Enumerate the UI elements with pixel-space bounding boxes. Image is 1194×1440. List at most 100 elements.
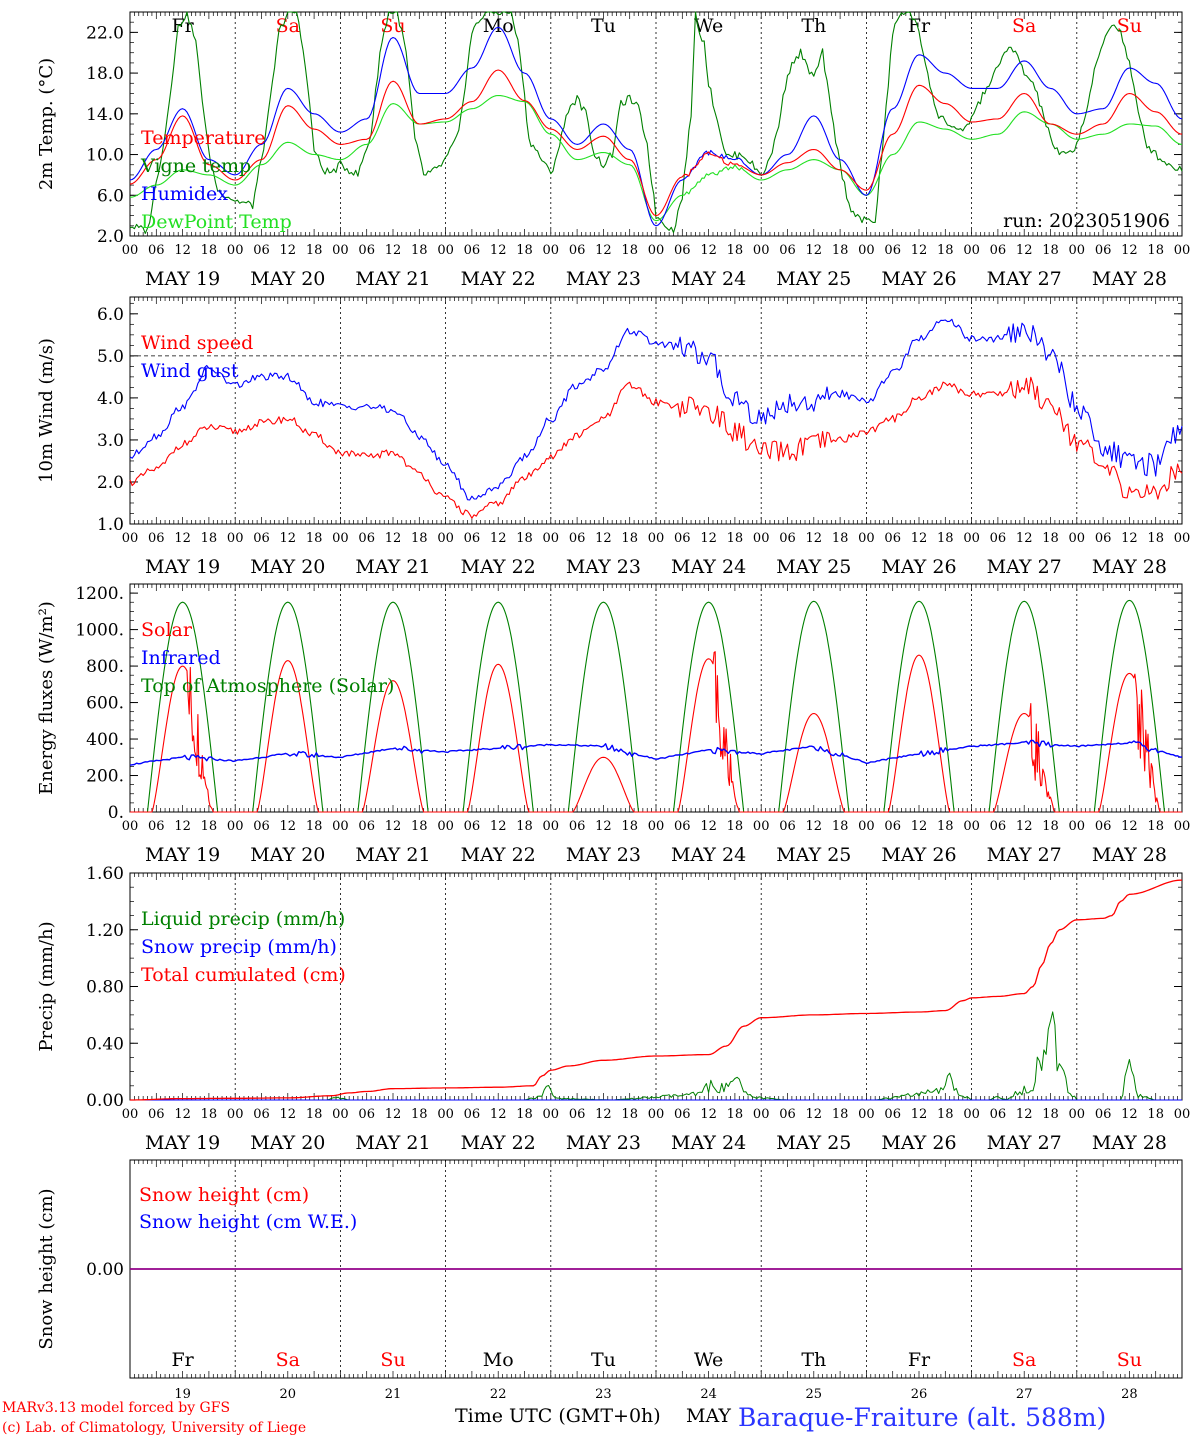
temp-ytick-label: 10.0 — [86, 146, 124, 166]
energy-hour-label: 06 — [253, 819, 270, 834]
wind-hour-label: 18 — [201, 531, 218, 546]
wind-hour-label: 06 — [990, 531, 1007, 546]
precip-hour-label: 18 — [727, 1107, 744, 1122]
wind-day-label: MAY 21 — [355, 556, 430, 578]
snow-weekday-label: Su — [380, 1349, 405, 1371]
wind-legend-1: Wind gust — [141, 360, 239, 382]
energy-hour-label: 18 — [727, 819, 744, 834]
temp-hour-label: 00 — [1174, 243, 1191, 258]
precip-legend-1: Snow precip (mm/h) — [141, 936, 337, 958]
temp-day-label: MAY 28 — [1092, 268, 1167, 290]
energy-hour-label: 00 — [332, 819, 349, 834]
energy-day-label: MAY 25 — [776, 844, 851, 866]
energy-ytick-label: 200. — [86, 767, 124, 787]
precip-hour-label: 18 — [306, 1107, 323, 1122]
energy-hour-label: 06 — [1095, 819, 1112, 834]
energy-hour-label: 12 — [1016, 819, 1033, 834]
wind-day-label: MAY 24 — [671, 556, 746, 578]
energy-hour-label: 00 — [1174, 819, 1191, 834]
wind-hour-label: 18 — [727, 531, 744, 546]
energy-hour-label: 18 — [1147, 819, 1164, 834]
temp-hour-label: 18 — [832, 243, 849, 258]
energy-hour-label: 18 — [1042, 819, 1059, 834]
precip-ylabel: Precip (mm/h) — [36, 921, 57, 1051]
temp-day-label: MAY 27 — [987, 268, 1062, 290]
energy-hour-label: 00 — [858, 819, 875, 834]
snow-weekday-label: Mo — [483, 1349, 514, 1371]
energy-day-label: MAY 22 — [461, 844, 536, 866]
wind-hour-label: 06 — [569, 531, 586, 546]
energy-hour-label: 12 — [595, 819, 612, 834]
temp-hour-label: 12 — [280, 243, 297, 258]
precip-hour-label: 12 — [700, 1107, 717, 1122]
temp-day-label: MAY 24 — [671, 268, 746, 290]
snow-day-number: 26 — [911, 1387, 928, 1400]
energy-ylabel: Energy fluxes (W/m²) — [36, 601, 57, 795]
energy-hour-label: 00 — [963, 819, 980, 834]
temp-hour-label: 12 — [1121, 243, 1138, 258]
energy-hour-label: 00 — [437, 819, 454, 834]
precip-hour-label: 12 — [385, 1107, 402, 1122]
energy-hour-label: 06 — [674, 819, 691, 834]
energy-series-solar — [130, 651, 1182, 813]
station-title: Baraque-Fraiture (alt. 588m) — [738, 1403, 1107, 1432]
temp-hour-label: 00 — [437, 243, 454, 258]
precip-hour-label: 00 — [437, 1107, 454, 1122]
precip-hour-label: 06 — [464, 1107, 481, 1122]
energy-hour-label: 18 — [621, 819, 638, 834]
energy-hour-label: 06 — [884, 819, 901, 834]
snow-weekday-label: Sa — [276, 1349, 300, 1371]
precip-hour-label: 00 — [753, 1107, 770, 1122]
energy-legend-0: Solar — [141, 619, 193, 641]
precip-hour-label: 12 — [1016, 1107, 1033, 1122]
energy-hour-label: 00 — [1069, 819, 1086, 834]
precip-legend-0: Liquid precip (mm/h) — [141, 908, 345, 930]
precip-day-label: MAY 28 — [1092, 1132, 1167, 1154]
precip-hour-label: 12 — [1121, 1107, 1138, 1122]
energy-hour-label: 12 — [911, 819, 928, 834]
wind-hour-label: 18 — [832, 531, 849, 546]
wind-legend-0: Wind speed — [141, 332, 253, 354]
wind-ytick-label: 3.0 — [97, 431, 124, 451]
wind-hour-label: 00 — [1174, 531, 1191, 546]
energy-ytick-label: 1200. — [75, 584, 124, 604]
temp-series-temperature — [129, 69, 1183, 217]
precip-hour-label: 06 — [779, 1107, 796, 1122]
wind-hour-label: 12 — [280, 531, 297, 546]
energy-hour-label: 00 — [753, 819, 770, 834]
wind-hour-label: 00 — [227, 531, 244, 546]
wind-hour-label: 00 — [1069, 531, 1086, 546]
precip-hour-label: 00 — [858, 1107, 875, 1122]
precip-hour-label: 06 — [674, 1107, 691, 1122]
temp-hour-label: 00 — [648, 243, 665, 258]
temp-legend-0: Temperature — [141, 127, 265, 149]
precip-hour-label: 12 — [490, 1107, 507, 1122]
precip-legend-2: Total cumulated (cm) — [141, 964, 346, 986]
energy-hour-label: 00 — [122, 819, 139, 834]
wind-series-wind-speed — [129, 376, 1183, 519]
temp-weekday-label: Sa — [276, 15, 300, 37]
precip-ytick-label: 0.00 — [86, 1091, 124, 1111]
energy-hour-label: 06 — [358, 819, 375, 834]
wind-hour-label: 18 — [1147, 531, 1164, 546]
precip-hour-label: 00 — [648, 1107, 665, 1122]
temp-hour-label: 06 — [464, 243, 481, 258]
precip-hour-label: 18 — [621, 1107, 638, 1122]
temp-day-label: MAY 22 — [461, 268, 536, 290]
precip-hour-label: 12 — [911, 1107, 928, 1122]
energy-hour-label: 18 — [937, 819, 954, 834]
temp-hour-label: 18 — [306, 243, 323, 258]
temp-hour-label: 18 — [727, 243, 744, 258]
wind-hour-label: 06 — [1095, 531, 1112, 546]
wind-hour-label: 18 — [621, 531, 638, 546]
temp-hour-label: 06 — [148, 243, 165, 258]
temp-ytick-label: 6.0 — [97, 186, 124, 206]
wind-hour-label: 18 — [306, 531, 323, 546]
precip-hour-label: 18 — [201, 1107, 218, 1122]
temp-hour-label: 06 — [779, 243, 796, 258]
wind-hour-label: 06 — [884, 531, 901, 546]
precip-hour-label: 18 — [832, 1107, 849, 1122]
energy-hour-label: 00 — [648, 819, 665, 834]
energy-hour-label: 12 — [806, 819, 823, 834]
wind-hour-label: 12 — [490, 531, 507, 546]
